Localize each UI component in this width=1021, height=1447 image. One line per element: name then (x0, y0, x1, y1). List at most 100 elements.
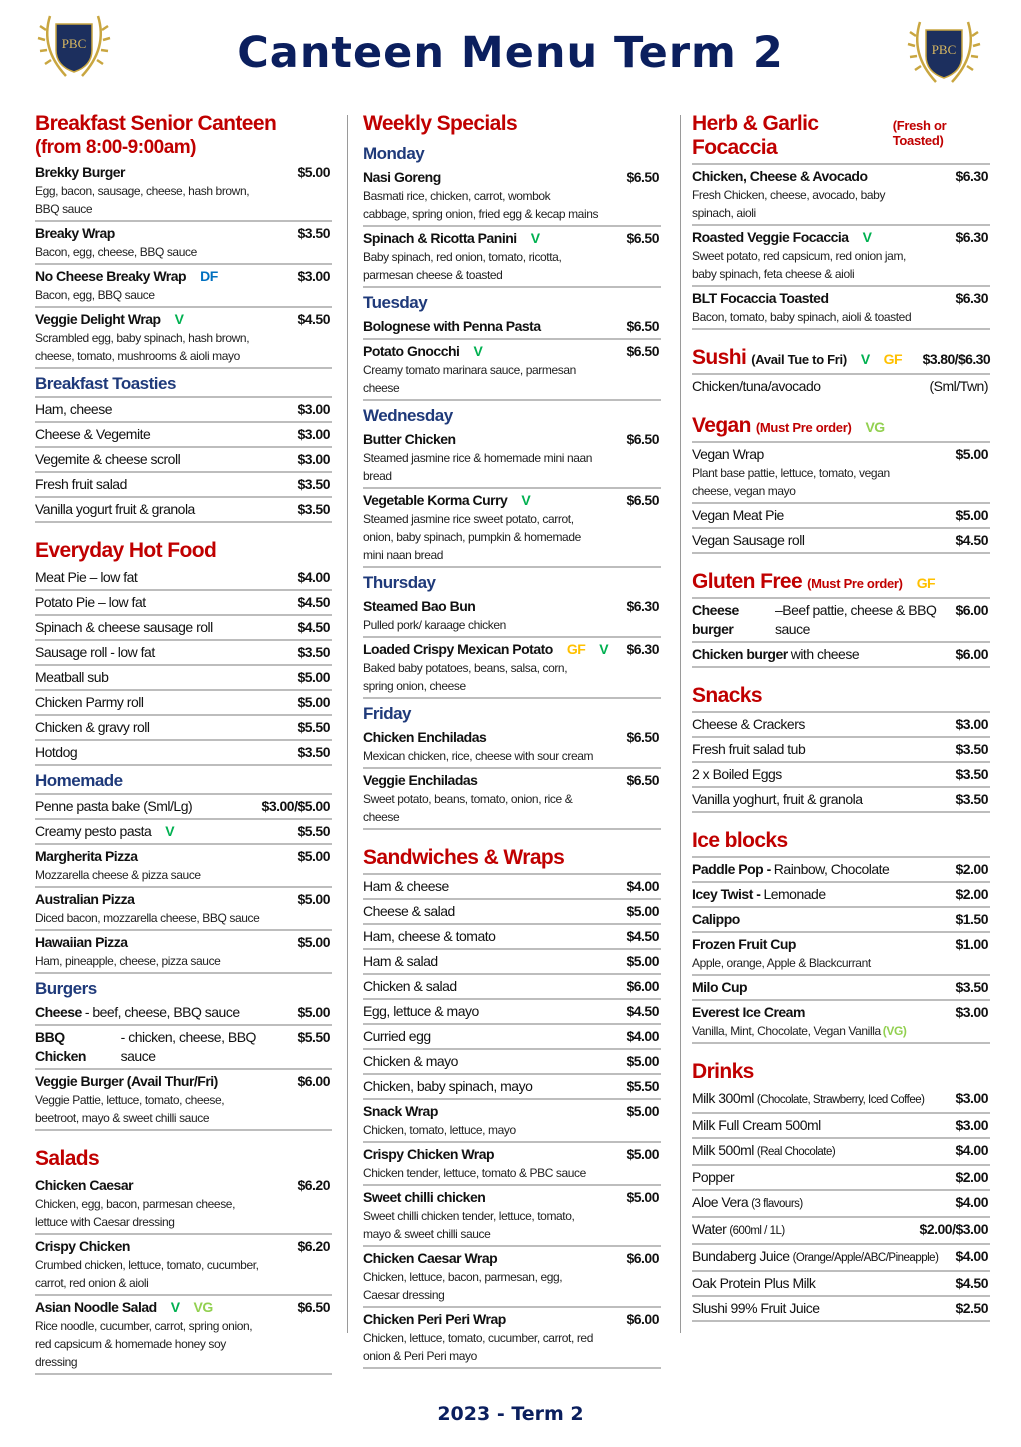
item-price: $4.00 (955, 1194, 988, 1210)
menu-item: Steamed Bao Bun $6.30 Pulled pork/ karaage… (363, 595, 661, 638)
item-description: Rice noodle, cucumber, carrot, spring on… (35, 1317, 330, 1371)
description-text: Veggie Pattie, lettuce, tomato, cheese, … (35, 1093, 225, 1125)
description-text: Apple, orange, Apple & Blackcurrant (692, 956, 871, 970)
item-name: Meat Pie – low fat (35, 569, 138, 585)
item-price: $4.00 (955, 1142, 988, 1158)
section-heading: Drinks (692, 1058, 990, 1087)
description-text: Bacon, tomato, baby spinach, aioli & toa… (692, 310, 912, 324)
item-description: Egg, bacon, sausage, cheese, hash brown,… (35, 182, 330, 218)
item-price: $6.20 (297, 1238, 330, 1254)
menu-item: Curried egg $4.00 (363, 1025, 661, 1050)
item-price: $5.50 (626, 1078, 659, 1094)
item-price: $3.00 (297, 426, 330, 442)
description-text: Mozzarella cheese & pizza sauce (35, 868, 201, 882)
item-price: $3.00 (955, 1117, 988, 1133)
item-name: BLT Focaccia Toasted (692, 290, 829, 306)
item-name: Chicken burger (692, 646, 788, 662)
item-price: $6.50 (626, 169, 659, 185)
menu-item: Chicken/tuna/avocado (Sml/Twn) (692, 373, 990, 398)
item-name: Chicken Caesar (35, 1177, 134, 1193)
logo-text: PBC (932, 42, 957, 57)
item-price: $4.50 (297, 311, 330, 327)
item-price: $3.50 (297, 644, 330, 660)
item-price: $6.30 (955, 168, 988, 184)
footer-term: 2023 - Term 2 (437, 1403, 584, 1425)
description-text: Creamy tomato marinara sauce, parmesan c… (363, 363, 576, 395)
item-name: Chicken & mayo (363, 1053, 458, 1069)
subheading-friday: Friday (363, 704, 412, 723)
menu-item: BBQ Chicken - chicken, cheese, BBQ sauce $… (35, 1026, 332, 1070)
item-name: Vegan Meat Pie (692, 507, 784, 523)
section-snacks: Snacks Cheese & Crackers $3.00 Fresh fruit … (692, 682, 990, 813)
menu-item: Butter Chicken $6.50 Steamed jasmine rice … (363, 428, 661, 489)
dietary-tag-v: V (521, 492, 531, 508)
column-divider (680, 115, 681, 1333)
item-name: Water (692, 1221, 727, 1237)
section-heading: Ice blocks (692, 827, 990, 856)
item-price: $6.20 (297, 1177, 330, 1193)
item-price: $5.00 (955, 446, 988, 462)
item-name: Veggie Burger (Avail Thur/Fri) (35, 1073, 218, 1089)
section-heading: Breakfast Senior Canteen (35, 110, 332, 139)
item-price: $4.50 (626, 928, 659, 944)
item-note: Rainbow, Chocolate (773, 861, 890, 877)
item-price: $3.50 (297, 744, 330, 760)
section-subtitle: (from 8:00-9:00am) (35, 137, 197, 158)
item-name: Asian Noodle Salad (35, 1299, 157, 1315)
item-description: Mexican chicken, rice, cheese with sour … (363, 747, 659, 765)
description-text: Bacon, egg, BBQ sauce (35, 288, 155, 302)
menu-item: Vegetable Korma Curry V $6.50 Steamed jasmi… (363, 489, 661, 568)
item-description: Bacon, tomato, baby spinach, aioli & toa… (692, 308, 988, 326)
item-price: $6.00 (626, 1250, 659, 1266)
section-drinks: Drinks Milk 300ml (Chocolate, Strawberry, … (692, 1058, 990, 1322)
dietary-tag-v: V (170, 1299, 180, 1315)
description-text: Vanilla, Mint, Chocolate, Vegan Vanilla (692, 1024, 881, 1038)
dietary-tag-vg: VG (865, 419, 885, 435)
menu-item: Chicken, baby spinach, mayo $5.50 (363, 1075, 661, 1100)
item-description: Chicken, lettuce, tomato, cucumber, carr… (363, 1329, 659, 1365)
section-heading: Snacks (692, 682, 990, 711)
item-price: $5.00 (297, 694, 330, 710)
menu-item: Oak Protein Plus Milk $4.50 (692, 1272, 990, 1297)
menu-item: Water (600ml / 1L) $2.00/$3.00 (692, 1218, 990, 1245)
menu-column-2: Weekly Specials Monday Nasi Goreng $6.50 Bas… (363, 110, 661, 1383)
description-text: Chicken, tomato, lettuce, mayo (363, 1123, 516, 1137)
description-text: Fresh Chicken, cheese, avocado, baby spi… (692, 188, 886, 220)
menu-item: Cheese burger –Beef pattie, cheese & BBQ … (692, 597, 990, 643)
menu-item: Bolognese with Penna Pasta $6.50 (363, 315, 661, 340)
item-price: $6.00 (955, 602, 988, 618)
item-name: Vanilla yogurt fruit & granola (35, 501, 195, 517)
section-title: Gluten Free (692, 570, 803, 593)
menu-item: Vegan Meat Pie $5.00 (692, 504, 990, 529)
item-price: $2.00 (955, 861, 988, 877)
item-price: $6.30 (955, 290, 988, 306)
item-name: Fresh fruit salad (35, 476, 127, 492)
menu-item: Chicken Caesar $6.20 Chicken, egg, bacon, … (35, 1174, 332, 1235)
dietary-tag-gf: GF (883, 351, 903, 367)
menu-item: Sausage roll - low fat $3.50 (35, 641, 332, 666)
menu-item: No Cheese Breaky Wrap DF $3.00 Bacon, egg, … (35, 265, 332, 308)
item-name: Ham & salad (363, 953, 438, 969)
menu-item: Australian Pizza $5.00 Diced bacon, mozzar… (35, 888, 332, 931)
item-name: Chicken & gravy roll (35, 719, 150, 735)
item-price: $6.50 (626, 431, 659, 447)
item-price: $4.50 (955, 1275, 988, 1291)
item-name: Milo Cup (692, 979, 748, 995)
item-price: $5.00 (297, 669, 330, 685)
description-text: Ham, pineapple, cheese, pizza sauce (35, 954, 221, 968)
item-name: Snack Wrap (363, 1103, 438, 1119)
item-price: $2.00 (955, 1169, 988, 1185)
item-name: Crispy Chicken (35, 1238, 130, 1254)
item-name: Oak Protein Plus Milk (692, 1275, 816, 1291)
menu-item: 2 x Boiled Eggs $3.50 (692, 763, 990, 788)
dietary-tag-gf: GF (566, 641, 586, 657)
item-name: Brekky Burger (35, 164, 126, 180)
item-price: $3.50 (955, 741, 988, 757)
item-name: Chicken Parmy roll (35, 694, 144, 710)
item-name: Breaky Wrap (35, 225, 115, 241)
item-name: Bundaberg Juice (692, 1248, 790, 1264)
item-name: Icey Twist - (692, 886, 761, 902)
item-name: Cheese & Crackers (692, 716, 805, 732)
description-text: Steamed jasmine rice sweet potato, carro… (363, 512, 581, 562)
section-sushi: Sushi (Avail Tue to Fri) V GF $3.80/$6.30 Chi… (692, 344, 991, 398)
